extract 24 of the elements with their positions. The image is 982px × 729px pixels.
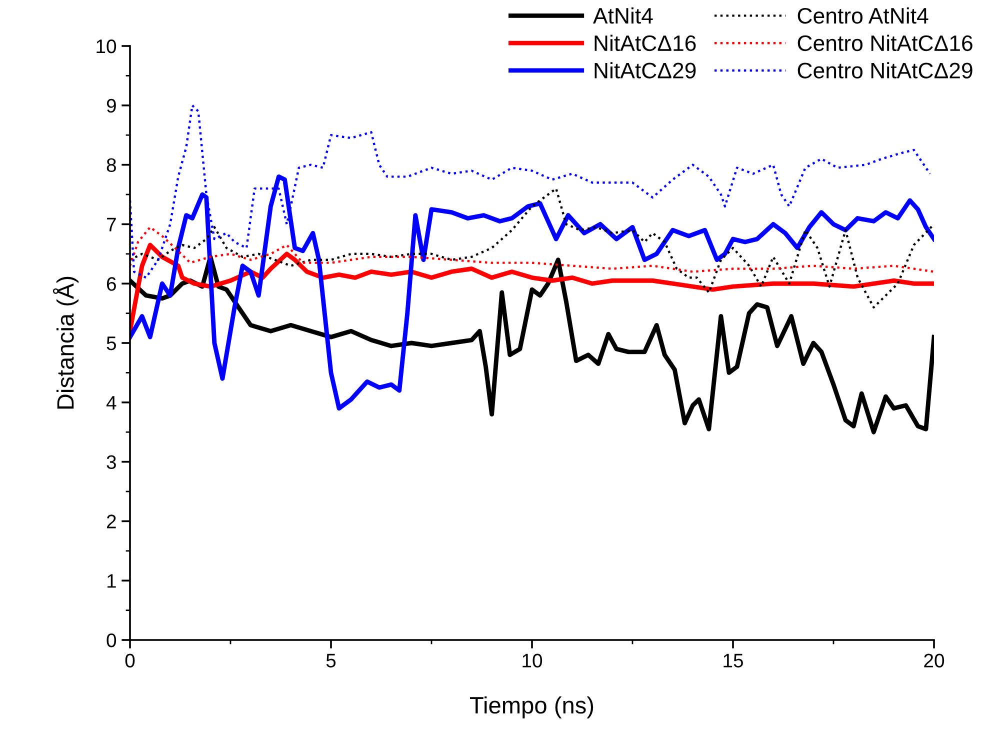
legend-label: NitAtCΔ16 [594, 34, 696, 52]
y-tick-label: 7 [106, 218, 116, 232]
y-tick-label: 8 [106, 158, 116, 172]
y-tick-label: 4 [106, 396, 116, 410]
y-tick-label: 10 [96, 39, 116, 54]
x-tick-label: 0 [125, 654, 135, 668]
y-tick-label: 1 [107, 574, 116, 588]
y-tick-label: 2 [106, 514, 116, 528]
y-tick-label: 6 [106, 277, 116, 291]
x-tick-label: 20 [924, 654, 944, 668]
y-tick-label: 5 [106, 336, 116, 350]
y-tick-label: 3 [106, 455, 116, 470]
x-axis-title: Tiempo (ns) [470, 696, 594, 718]
legend-label: NitAtCΔ29 [594, 62, 696, 78]
legend-label: AtNit4 [593, 7, 653, 24]
y-tick-label: 0 [106, 633, 116, 648]
legend-label: Centro NitAtCΔ16 [798, 34, 972, 52]
y-tick-label: 9 [106, 98, 116, 113]
x-tick-label: 5 [326, 654, 336, 668]
y-axis-title: Distancia (Å) [52, 276, 78, 409]
x-tick-label: 10 [522, 654, 542, 668]
x-tick-label: 15 [724, 654, 743, 668]
legend-label: Centro NitAtCΔ29 [798, 62, 972, 78]
legend-label: Centro AtNit4 [798, 7, 928, 24]
